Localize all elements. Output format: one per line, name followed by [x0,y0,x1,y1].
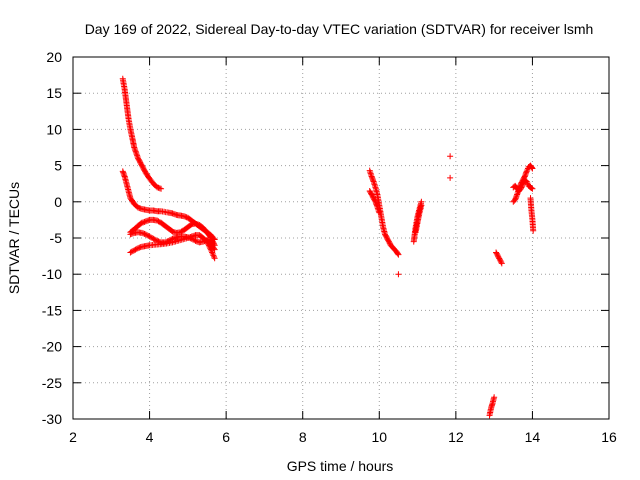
data-point [158,185,165,192]
data-point [394,250,401,257]
data-point [529,165,536,172]
data-point [418,202,425,209]
y-axis-label: SDTVAR / TECUs [6,182,22,294]
x-tick-label: 16 [601,429,617,445]
grid [73,57,609,419]
axes: 20 15 10 5 0 -5 -10 -15 -20 -25 -30 2 4 6 8 10 12 14 16 [42,49,617,445]
data-point [204,238,210,245]
series-track-1 [119,75,165,192]
data-point [132,246,139,253]
data-point [155,218,162,225]
data-point [209,249,216,256]
series-outliers [395,153,454,278]
x-tick-label: 4 [146,429,154,445]
y-tick-label: -20 [42,339,62,355]
y-tick-label: 10 [46,121,62,137]
chart-title: Day 169 of 2022, Sidereal Day-to-day VTE… [85,21,594,37]
data-point [146,233,153,240]
x-tick-label: 8 [299,429,307,445]
data-point [204,239,211,246]
x-axis-label: GPS time / hours [287,458,394,474]
y-tick-label: 0 [54,194,62,210]
data-point [205,241,212,248]
data-point [528,185,535,192]
data-point [395,251,402,258]
y-tick-label: -30 [42,411,62,427]
data-point [128,248,135,255]
y-tick-label: -25 [42,375,62,391]
data-point [206,243,213,250]
data-point [205,242,212,249]
y-tick-label: 20 [46,49,62,65]
y-tick-label: -10 [42,266,62,282]
data-point [523,178,530,185]
data-point [211,255,218,262]
data-point [529,185,536,192]
data-point [210,252,217,259]
series-track-11 [486,394,498,419]
data-point [127,249,134,256]
data-point [207,246,214,253]
data-point [149,235,156,241]
plot-frame [72,56,610,420]
y-tick-label: 15 [46,85,62,101]
y-tick-label: -15 [42,302,62,318]
y-tick-label: -5 [50,230,63,246]
data-point [208,248,215,255]
data-point [154,217,161,224]
data-point [530,227,537,234]
series-track-13 [510,177,536,194]
series-track-7 [366,187,383,216]
data-point [523,168,530,175]
data-point [447,174,454,181]
data-point [131,247,138,254]
x-tick-label: 12 [448,429,464,445]
x-tick-label: 6 [222,429,230,445]
series-track-10 [493,249,505,267]
data-point [150,235,157,242]
x-tick-label: 14 [525,429,541,445]
series-track-5 [127,232,218,262]
data-point [395,271,402,278]
data-point [524,166,531,173]
y-tick-label: 5 [54,158,62,174]
data-point [498,260,505,267]
x-tick-label: 10 [371,429,387,445]
series-track-14 [527,195,537,234]
data-point [207,245,214,252]
data-point [151,236,158,243]
data-point [178,228,185,235]
x-tick-label: 2 [69,429,77,445]
data-point [528,164,535,171]
data-point [129,248,136,255]
data-point [491,394,498,401]
data-point [376,209,383,216]
data-point [447,153,454,160]
data-point [133,245,140,252]
data-point [498,259,505,266]
series-track-9 [412,202,425,236]
series-track-6 [366,167,402,258]
data-point [145,232,152,239]
data-point [211,253,218,260]
data-point [142,231,149,238]
data-points [119,75,537,419]
data-point [147,234,154,241]
data-point [524,179,531,186]
data-point [144,232,151,239]
data-point [209,250,216,257]
